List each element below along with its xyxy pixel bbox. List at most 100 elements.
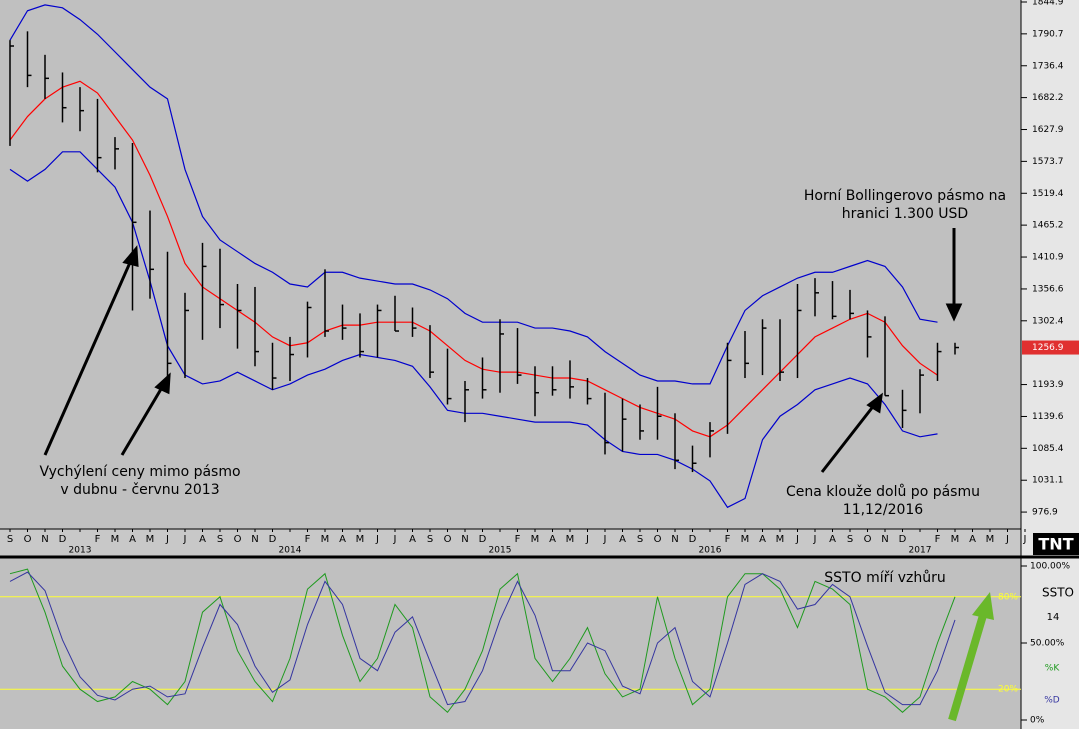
x-tick-label: A	[129, 534, 136, 545]
y-tick-label: 1682.2	[1032, 93, 1064, 103]
y-tick-label: 1790.7	[1032, 29, 1064, 39]
x-tick-label: A	[409, 534, 416, 545]
legend-label: %D	[1044, 696, 1060, 706]
y-tick-label: 1139.6	[1032, 412, 1064, 422]
x-tick-label: O	[444, 534, 452, 545]
x-tick-label: M	[986, 534, 995, 545]
arrow-head	[122, 245, 139, 267]
x-tick-label: D	[269, 534, 277, 545]
y-tick-label: 1465.2	[1032, 221, 1064, 231]
series-line	[9, 568, 956, 714]
x-tick-label: O	[234, 534, 242, 545]
annotation: Horní Bollingerovo pásmo na	[804, 188, 1006, 204]
annotation: SSTO míří vzhůru	[824, 570, 945, 586]
x-tick-label: M	[146, 534, 155, 545]
x-tick-label: J	[1005, 534, 1009, 545]
y-tick-label: 1736.4	[1032, 61, 1064, 71]
y-tick-label: 976.9	[1032, 508, 1058, 518]
x-axis-strip	[0, 529, 1021, 557]
y-tick-label: 1302.4	[1032, 316, 1064, 326]
x-tick-label: F	[305, 534, 311, 545]
arrow	[820, 403, 877, 473]
axis-panel	[1021, 0, 1079, 729]
x-tick-label: M	[776, 534, 785, 545]
y-tick-label: 1627.9	[1032, 125, 1064, 135]
arrow-head	[945, 303, 963, 322]
series-line	[9, 80, 938, 438]
x-tick-label: J	[1023, 534, 1027, 545]
x-tick-label: J	[183, 534, 187, 545]
x-tick-label: D	[59, 534, 67, 545]
x-tick-label: S	[7, 534, 13, 545]
x-tick-label: J	[393, 534, 397, 545]
x-tick-label: S	[637, 534, 643, 545]
x-tick-label: J	[603, 534, 607, 545]
year-label: 2014	[279, 546, 302, 556]
y-tick-label: 1844.9	[1032, 0, 1064, 7]
last-value-label: 1256.9	[1032, 343, 1064, 353]
y-tick-label: 1519.4	[1032, 189, 1064, 199]
arrow	[948, 610, 988, 722]
y-tick-label: 1573.7	[1032, 157, 1064, 167]
y-tick-label: 1031.1	[1032, 476, 1064, 486]
x-tick-label: A	[759, 534, 766, 545]
arrow-head	[154, 372, 171, 395]
arrow	[120, 383, 166, 456]
y-tick-label: 50.00%	[1030, 639, 1065, 649]
series-line	[9, 151, 938, 509]
y-tick-label: 0%	[1030, 716, 1045, 726]
arrow	[43, 257, 134, 456]
x-tick-label: A	[829, 534, 836, 545]
x-tick-label: D	[899, 534, 907, 545]
y-tick-label: 1410.9	[1032, 253, 1064, 263]
x-tick-label: A	[339, 534, 346, 545]
x-tick-label: M	[111, 534, 120, 545]
x-tick-label: M	[531, 534, 540, 545]
series-line	[9, 4, 938, 385]
y-tick-label: 100.00%	[1030, 562, 1070, 572]
x-tick-label: M	[321, 534, 330, 545]
legend-label: %K	[1045, 664, 1061, 674]
annotation: Vychýlení ceny mimo pásmo	[39, 464, 240, 480]
x-tick-label: O	[24, 534, 32, 545]
series-line	[9, 571, 956, 706]
x-tick-label: S	[847, 534, 853, 545]
arrows	[43, 228, 963, 473]
x-tick-label: N	[461, 534, 468, 545]
year-label: 2016	[699, 546, 722, 556]
annotation: 11,12/2016	[843, 502, 924, 518]
year-label: 2013	[69, 546, 92, 556]
x-tick-label: D	[689, 534, 697, 545]
x-tick-label: A	[969, 534, 976, 545]
x-tick-label: F	[725, 534, 731, 545]
x-tick-label: F	[515, 534, 521, 545]
x-tick-label: M	[951, 534, 960, 545]
x-tick-label: O	[864, 534, 872, 545]
x-tick-label: N	[671, 534, 678, 545]
annotation: Cena klouže dolů po pásmu	[786, 484, 980, 500]
x-tick-label: J	[375, 534, 379, 545]
y-tick-label: 1085.4	[1032, 444, 1064, 454]
last-value-tag	[1022, 340, 1079, 355]
year-label: 2015	[489, 546, 512, 556]
x-tick-label: F	[935, 534, 941, 545]
indicator-period: 14	[1047, 612, 1060, 623]
x-tick-label: S	[217, 534, 223, 545]
x-tick-label: M	[566, 534, 575, 545]
x-tick-label: A	[549, 534, 556, 545]
x-tick-label: F	[95, 534, 101, 545]
annotation: hranici 1.300 USD	[842, 206, 968, 222]
x-tick-label: N	[251, 534, 258, 545]
x-tick-label: J	[795, 534, 799, 545]
x-tick-label: N	[41, 534, 48, 545]
y-tick-label: 1193.9	[1032, 380, 1064, 390]
logo-box	[1033, 533, 1079, 555]
year-label: 2017	[909, 546, 932, 556]
level-label: 80%	[998, 592, 1018, 602]
x-tick-label: J	[813, 534, 817, 545]
x-tick-label: M	[741, 534, 750, 545]
x-tick-label: O	[654, 534, 662, 545]
price-plot	[0, 0, 1020, 528]
